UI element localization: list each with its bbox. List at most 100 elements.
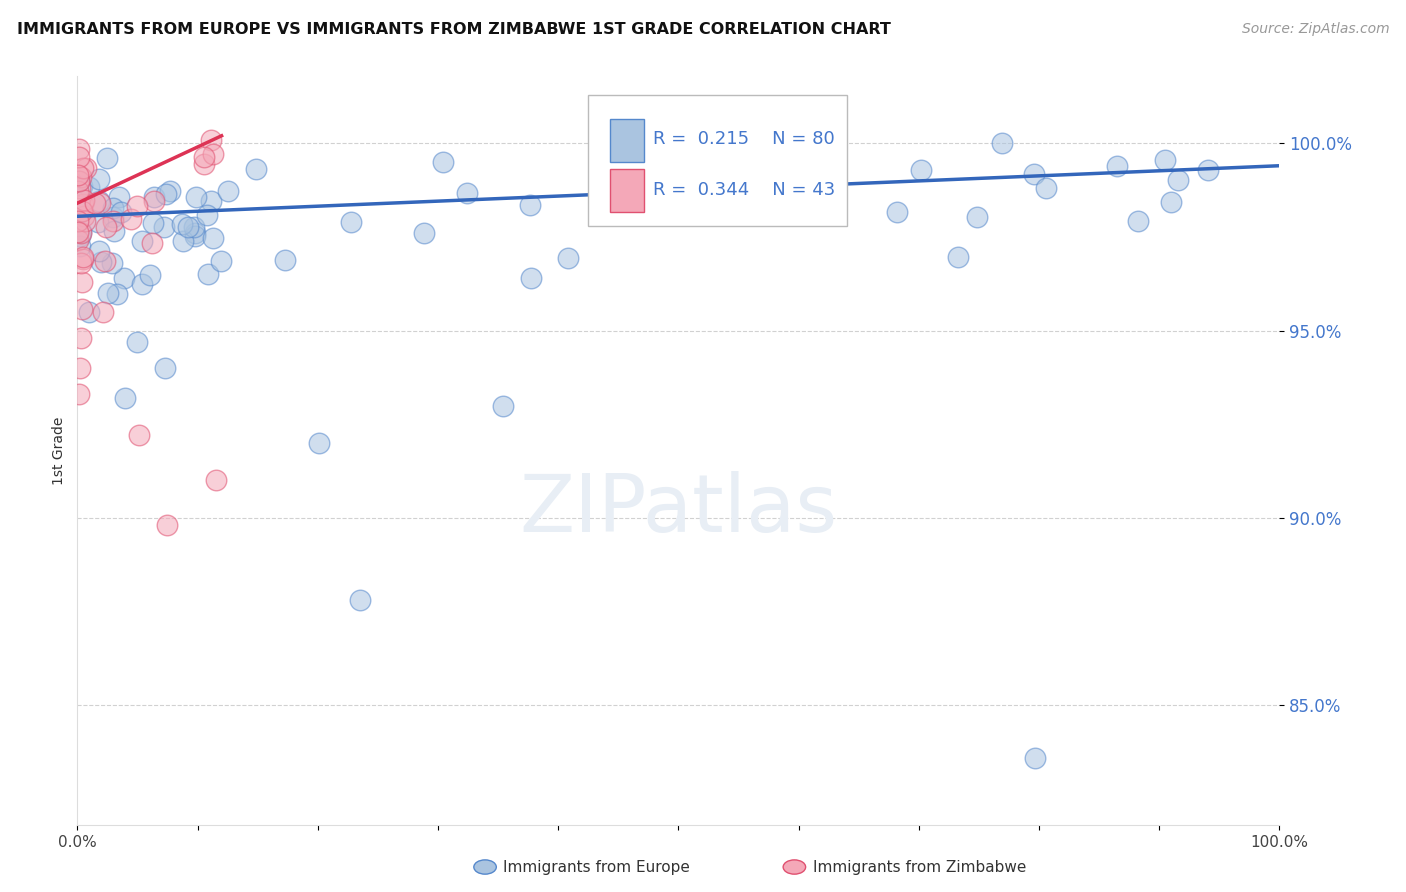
- Point: [1197, 162, 1219, 177]
- Point: [105, 287, 128, 301]
- Point: [456, 186, 478, 200]
- Point: [201, 146, 224, 161]
- Point: [72, 161, 94, 176]
- Point: [70, 225, 93, 239]
- Point: [1167, 173, 1189, 187]
- Point: [67, 174, 90, 188]
- Point: [83, 196, 105, 211]
- Point: [200, 194, 222, 208]
- Point: [155, 186, 177, 201]
- Point: [184, 229, 207, 244]
- Point: [1160, 194, 1182, 209]
- Point: [125, 199, 148, 213]
- Text: ZIPatlas: ZIPatlas: [519, 471, 838, 549]
- Point: [143, 190, 166, 204]
- Point: [193, 157, 215, 171]
- Point: [91, 305, 114, 319]
- Point: [349, 593, 371, 607]
- FancyBboxPatch shape: [610, 169, 644, 212]
- Point: [67, 142, 90, 156]
- Point: [70, 302, 93, 317]
- Point: [211, 254, 233, 268]
- Point: [69, 228, 91, 243]
- Point: [557, 251, 579, 265]
- Point: [67, 150, 90, 164]
- Text: Source: ZipAtlas.com: Source: ZipAtlas.com: [1241, 22, 1389, 37]
- Point: [72, 252, 94, 267]
- Point: [97, 286, 120, 301]
- Point: [66, 214, 89, 228]
- Point: [1022, 167, 1045, 181]
- Point: [108, 189, 131, 203]
- Point: [70, 203, 93, 218]
- Point: [67, 233, 90, 247]
- Point: [519, 197, 541, 211]
- Point: [202, 231, 225, 245]
- Point: [103, 210, 125, 224]
- Point: [245, 161, 267, 176]
- Point: [73, 193, 96, 207]
- Point: [67, 168, 90, 182]
- Point: [153, 219, 176, 234]
- Point: [156, 518, 179, 533]
- Point: [413, 226, 436, 240]
- Point: [70, 178, 93, 193]
- Point: [142, 194, 165, 208]
- Point: [184, 226, 207, 240]
- Point: [89, 196, 111, 211]
- Point: [67, 225, 90, 239]
- Point: [1126, 214, 1149, 228]
- Text: Immigrants from Europe: Immigrants from Europe: [503, 860, 690, 874]
- Point: [75, 161, 97, 176]
- Point: [200, 132, 222, 146]
- Point: [90, 255, 112, 269]
- Point: [69, 239, 91, 253]
- Point: [89, 194, 111, 208]
- Point: [778, 136, 800, 150]
- Point: [77, 305, 100, 319]
- Point: [67, 174, 90, 188]
- Point: [66, 184, 89, 198]
- Point: [131, 277, 153, 292]
- Point: [308, 436, 330, 450]
- Point: [432, 155, 454, 169]
- Point: [70, 275, 93, 289]
- Point: [910, 162, 932, 177]
- Point: [128, 428, 150, 442]
- Point: [217, 184, 239, 198]
- Point: [70, 331, 93, 345]
- Point: [73, 209, 96, 223]
- Point: [87, 244, 110, 258]
- FancyBboxPatch shape: [610, 119, 644, 162]
- Point: [1024, 750, 1046, 764]
- Text: IMMIGRANTS FROM EUROPE VS IMMIGRANTS FROM ZIMBABWE 1ST GRADE CORRELATION CHART: IMMIGRANTS FROM EUROPE VS IMMIGRANTS FRO…: [17, 22, 891, 37]
- Point: [72, 197, 94, 211]
- Point: [120, 212, 142, 227]
- Point: [93, 253, 115, 268]
- Point: [799, 159, 821, 173]
- Point: [340, 215, 363, 229]
- Point: [87, 214, 110, 228]
- Point: [101, 256, 124, 270]
- Point: [1035, 181, 1057, 195]
- Point: [204, 474, 226, 488]
- Point: [69, 226, 91, 240]
- Point: [186, 190, 208, 204]
- Text: Immigrants from Zimbabwe: Immigrants from Zimbabwe: [813, 860, 1026, 874]
- Point: [110, 204, 132, 219]
- Point: [886, 205, 908, 219]
- Point: [138, 268, 160, 282]
- Point: [70, 256, 93, 270]
- Point: [67, 387, 90, 401]
- Y-axis label: 1st Grade: 1st Grade: [52, 417, 66, 484]
- Point: [172, 235, 194, 249]
- Point: [69, 181, 91, 195]
- Point: [153, 361, 176, 376]
- Point: [87, 172, 110, 186]
- Point: [112, 271, 135, 285]
- Point: [96, 220, 118, 235]
- Point: [72, 251, 94, 265]
- Text: R =  0.215    N = 80: R = 0.215 N = 80: [654, 129, 835, 148]
- Point: [492, 399, 515, 413]
- Point: [1154, 153, 1177, 167]
